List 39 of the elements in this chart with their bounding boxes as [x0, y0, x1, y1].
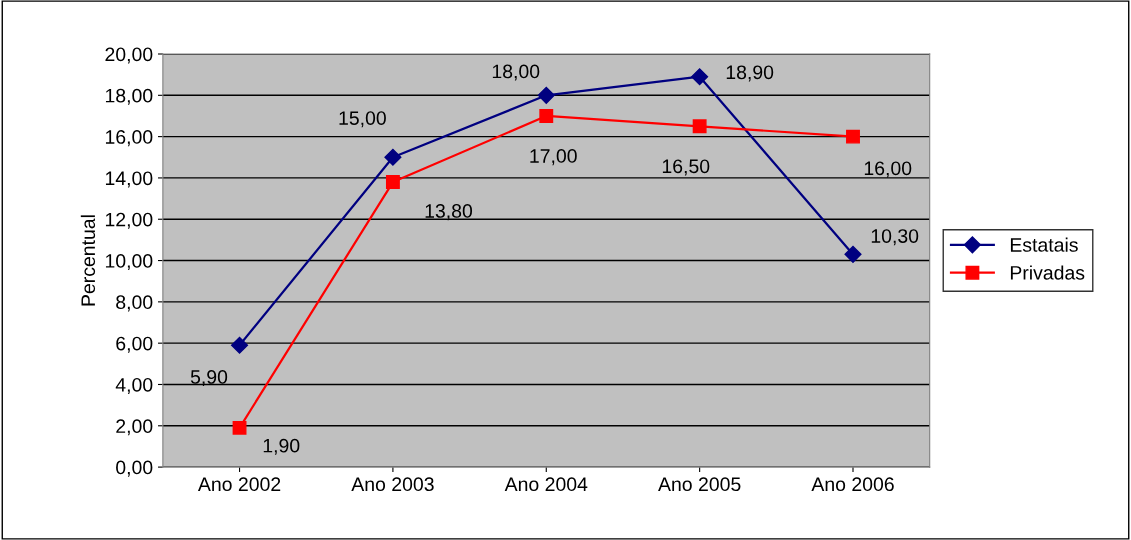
- point: [539, 109, 554, 123]
- y-tick-label: 20,00: [105, 47, 153, 64]
- point: [385, 175, 400, 190]
- point: [692, 119, 707, 134]
- y-tick-label: 14,00: [105, 171, 153, 188]
- y-tick-label: 12,00: [105, 212, 153, 229]
- data-label: 10,30: [871, 229, 919, 246]
- y-tick-label: 18,00: [105, 88, 153, 105]
- y-tick-label: 2,00: [116, 419, 153, 436]
- y-tick-label: 0,00: [116, 460, 153, 477]
- y-tick-label: 4,00: [115, 377, 153, 395]
- data-label: 18,90: [726, 65, 774, 82]
- data-label: 15,00: [339, 111, 386, 128]
- x-tick-label: Ano 2003: [351, 477, 434, 492]
- point: [232, 420, 247, 435]
- legend-label: Estatais: [1010, 237, 1078, 252]
- x-tick-label: Ano 2002: [197, 477, 281, 492]
- x-tick-label: Ano 2004: [504, 477, 588, 492]
- data-label: 13,80: [425, 204, 473, 221]
- data-label: 16,50: [662, 159, 710, 176]
- x-tick-label: Ano 2005: [658, 477, 741, 492]
- y-tick-label: 6,00: [116, 336, 153, 353]
- point: [691, 68, 709, 86]
- point: [537, 86, 555, 104]
- y-axis-title: Percentual: [80, 215, 96, 306]
- point: [846, 129, 860, 144]
- y-tick-label: 10,00: [105, 254, 153, 271]
- y-tick-label: 8,00: [116, 295, 153, 312]
- data-label: 1,90: [263, 438, 300, 455]
- y-tick-label: 16,00: [105, 130, 153, 147]
- legend-label: Privadas: [1010, 265, 1085, 280]
- point: [384, 148, 402, 166]
- data-label: 5,90: [190, 370, 228, 387]
- data-label: 16,00: [864, 161, 912, 178]
- x-tick-label: Ano 2006: [811, 477, 894, 492]
- data-label: 18,00: [492, 64, 540, 81]
- point: [844, 245, 862, 263]
- data-label: 17,00: [530, 149, 577, 166]
- point: [230, 336, 249, 354]
